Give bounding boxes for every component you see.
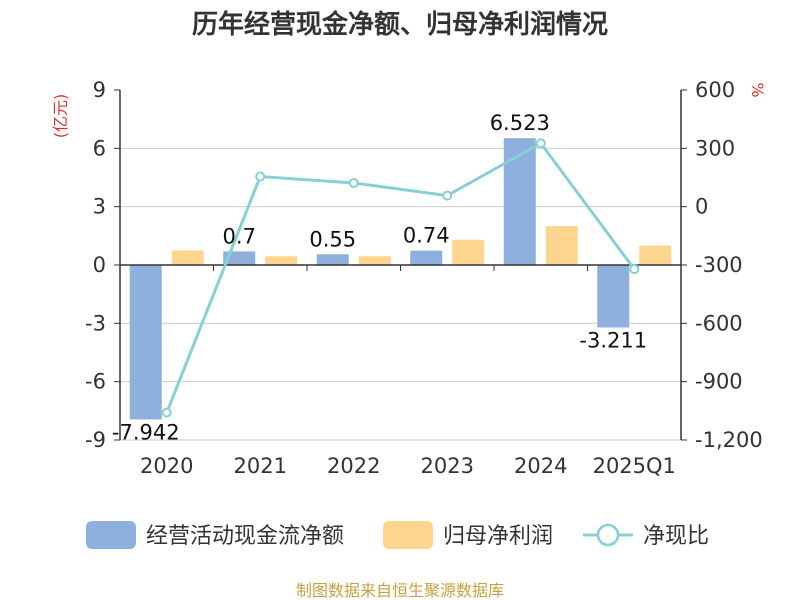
cash-flow-value-label: -7.942 xyxy=(112,420,180,444)
left-tick-label: 6 xyxy=(93,136,106,160)
legend-label-cash-flow: 经营活动现金流净额 xyxy=(146,524,344,549)
legend-label-ratio: 净现比 xyxy=(643,524,709,549)
left-axis-unit: (亿元) xyxy=(51,94,70,139)
ratio-point xyxy=(442,190,453,201)
ratio-point xyxy=(629,264,640,275)
source-note: 制图数据来自恒生聚源数据库 xyxy=(296,581,504,600)
ratio-point xyxy=(161,407,172,418)
cash-flow-value-label: -3.211 xyxy=(579,328,647,352)
net-profit-bar xyxy=(639,245,672,265)
right-tick-label: 0 xyxy=(695,195,708,219)
left-tick-label: -9 xyxy=(85,428,106,452)
data-labels-layer: -7.942 0.7 0.55 0.74 6.523 -3.211 xyxy=(112,111,647,444)
x-tick-label: 2023 xyxy=(421,454,474,478)
right-tick-label: 600 xyxy=(695,78,735,102)
left-tick-label: 3 xyxy=(93,195,106,219)
cash-flow-bar xyxy=(597,265,630,328)
cash-flow-value-label: 0.55 xyxy=(309,227,356,251)
tick-labels-layer: 9 6 3 0 -3 -6 -9 600 300 0 -300 -600 -900 -1,200 2020 2… xyxy=(85,78,763,478)
cash-flow-value-label: 6.523 xyxy=(490,111,550,135)
legend-label-net-profit: 归母净利润 xyxy=(443,524,553,549)
left-tick-label: -6 xyxy=(85,370,106,394)
cash-flow-value-label: 0.74 xyxy=(403,224,450,248)
x-tick-label: 2022 xyxy=(327,454,380,478)
ratio-line-layer xyxy=(161,138,640,418)
cash-flow-bar xyxy=(410,250,443,265)
gridlines xyxy=(120,147,681,441)
x-tick-label: 2024 xyxy=(514,454,567,478)
left-tick-label: 9 xyxy=(93,78,106,102)
ratio-point xyxy=(535,138,546,149)
chart-title: 历年经营现金净额、归母净利润情况 xyxy=(192,9,608,40)
net-profit-bar xyxy=(358,256,391,265)
legend-swatch-cash-flow xyxy=(86,521,136,549)
right-tick-label: 300 xyxy=(695,136,735,160)
right-tick-label: -1,200 xyxy=(695,428,763,452)
cash-flow-bar xyxy=(223,251,256,265)
cash-flow-bar xyxy=(503,138,536,265)
legend-swatch-net-profit xyxy=(383,521,433,549)
net-profit-bar xyxy=(171,250,204,265)
x-tick-label: 2025Q1 xyxy=(593,454,676,478)
left-tick-label: -3 xyxy=(85,311,106,335)
cash-flow-value-label: 0.7 xyxy=(223,224,256,248)
legend-swatch-ratio-marker xyxy=(596,523,620,547)
right-tick-label: -900 xyxy=(695,370,743,394)
cash-flow-bar xyxy=(129,265,162,420)
bars-layer xyxy=(129,138,672,420)
net-profit-bar xyxy=(545,226,578,265)
x-tick-label: 2021 xyxy=(234,454,287,478)
x-tick-label: 2020 xyxy=(140,454,193,478)
legend: 经营活动现金流净额 归母净利润 净现比 xyxy=(86,521,709,549)
ratio-point xyxy=(348,177,359,188)
right-axis-unit: % xyxy=(748,82,767,97)
cash-flow-bar xyxy=(316,254,349,265)
ratio-line xyxy=(165,141,636,414)
ratio-point xyxy=(255,171,266,182)
axes-layer xyxy=(114,89,687,441)
right-tick-label: -300 xyxy=(695,253,743,277)
left-tick-label: 0 xyxy=(93,253,106,277)
net-profit-bar xyxy=(452,239,485,265)
net-profit-bar xyxy=(265,256,298,265)
right-tick-label: -600 xyxy=(695,311,743,335)
